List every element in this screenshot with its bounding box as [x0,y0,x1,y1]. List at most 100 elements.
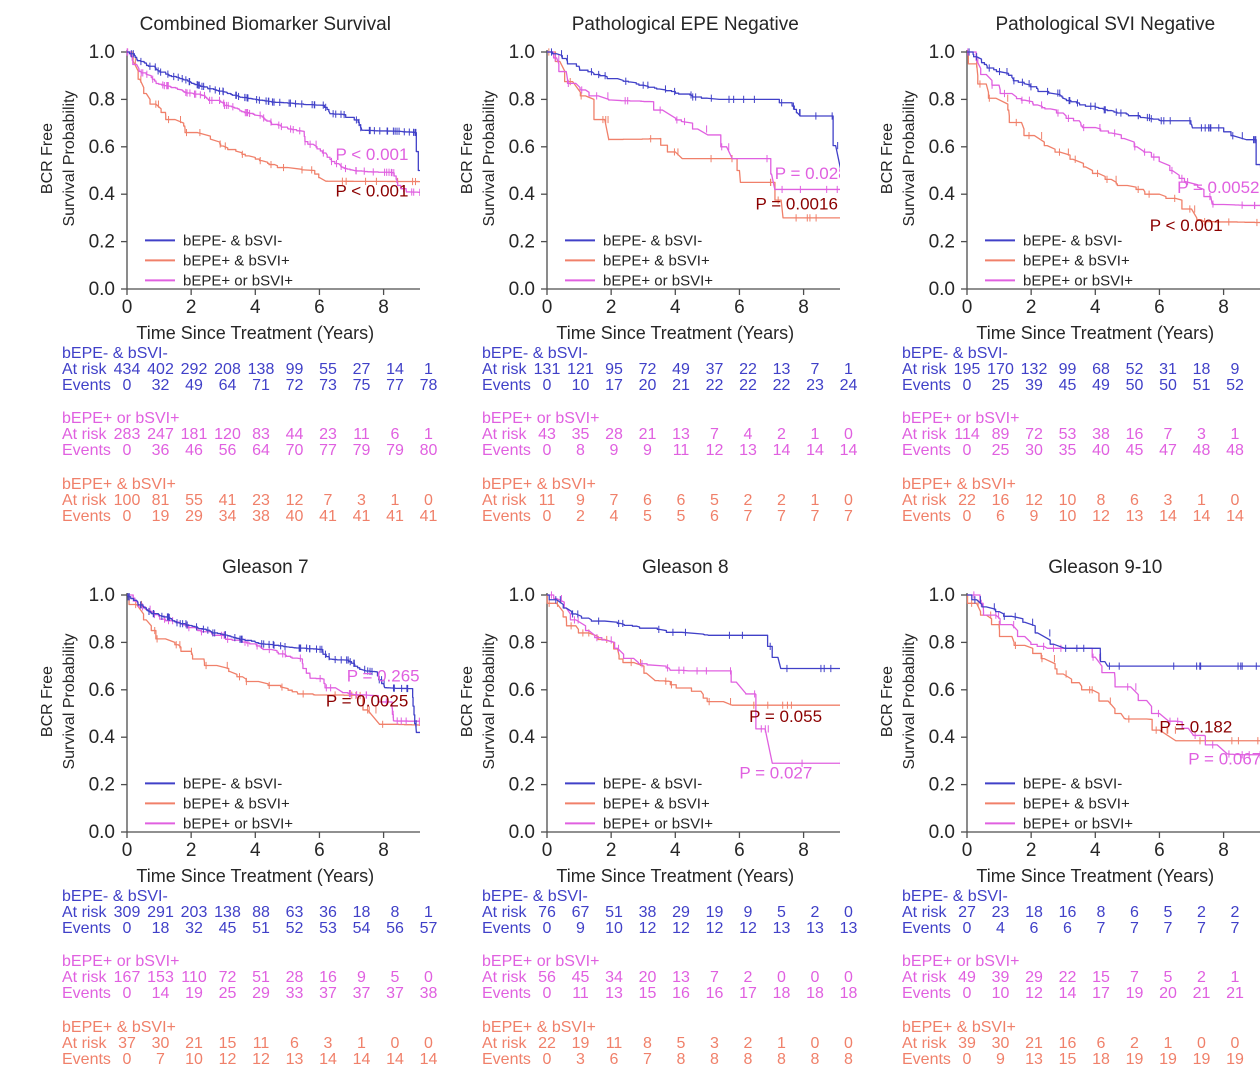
svg-text:0: 0 [542,840,553,861]
svg-text:Gleason 9-10: Gleason 9-10 [1048,557,1162,578]
svg-text:0.2: 0.2 [89,775,115,796]
svg-text:1.0: 1.0 [929,585,955,606]
svg-text:0.8: 0.8 [89,632,115,653]
svg-text:0: 0 [122,840,133,861]
svg-text:0: 0 [962,840,973,861]
svg-text:bEPE+ or bSVI+: bEPE+ or bSVI+ [1023,815,1133,832]
svg-text:4: 4 [250,840,261,861]
svg-text:6: 6 [734,840,745,861]
svg-text:Gleason 8: Gleason 8 [642,557,729,578]
svg-text:2: 2 [606,840,617,861]
svg-text:0.4: 0.4 [929,727,956,748]
svg-text:0.0: 0.0 [929,279,955,300]
svg-text:0: 0 [962,297,973,318]
svg-text:0.4: 0.4 [509,727,536,748]
svg-text:0: 0 [542,297,553,318]
svg-text:bEPE+ & bSVI+: bEPE+ & bSVI+ [1023,795,1130,812]
svg-text:8: 8 [1218,297,1229,318]
svg-text:Survival Probability: Survival Probability [901,633,918,769]
svg-text:4: 4 [250,297,261,318]
svg-text:bEPE+ & bSVI+: bEPE+ & bSVI+ [183,252,290,269]
svg-text:Survival Probability: Survival Probability [901,90,918,226]
svg-text:P < 0.001: P < 0.001 [336,145,409,164]
svg-text:bEPE+ or bSVI+: bEPE+ or bSVI+ [603,272,713,289]
svg-text:BCR Free: BCR Free [39,666,56,737]
svg-text:Combined Biomarker Survival: Combined Biomarker Survival [140,14,391,35]
svg-text:0.6: 0.6 [929,680,955,701]
svg-text:P = 0.0016: P = 0.0016 [756,195,838,214]
svg-text:Pathological SVI Negative: Pathological SVI Negative [995,14,1215,35]
svg-text:P < 0.001: P < 0.001 [336,182,409,201]
svg-text:1.0: 1.0 [509,42,535,63]
svg-text:0.6: 0.6 [89,680,115,701]
svg-text:0.2: 0.2 [89,232,115,253]
svg-text:Gleason 7: Gleason 7 [222,557,309,578]
svg-text:2: 2 [1026,297,1037,318]
svg-text:0.0: 0.0 [89,279,115,300]
svg-text:0.2: 0.2 [509,232,535,253]
svg-text:Time Since Treatment (Years): Time Since Treatment (Years) [556,323,794,343]
svg-text:BCR Free: BCR Free [879,123,896,194]
svg-text:1.0: 1.0 [89,585,115,606]
svg-text:bEPE- & bSVI-: bEPE- & bSVI- [603,232,702,249]
svg-text:0.6: 0.6 [929,137,955,158]
svg-text:6: 6 [314,297,325,318]
svg-text:0.2: 0.2 [929,775,955,796]
svg-text:bEPE+ or bSVI+: bEPE+ or bSVI+ [1023,272,1133,289]
svg-text:8: 8 [798,297,809,318]
svg-text:bEPE+ or bSVI+: bEPE+ or bSVI+ [183,815,293,832]
svg-text:0.0: 0.0 [929,822,955,843]
svg-text:Survival Probability: Survival Probability [61,633,78,769]
svg-text:P = 0.0025: P = 0.0025 [326,691,408,710]
svg-text:P = 0.0052: P = 0.0052 [1177,178,1259,197]
svg-text:BCR Free: BCR Free [39,123,56,194]
svg-text:1.0: 1.0 [89,42,115,63]
svg-text:6: 6 [1154,297,1165,318]
svg-text:Time Since Treatment (Years): Time Since Treatment (Years) [136,323,374,343]
svg-text:8: 8 [1218,840,1229,861]
svg-text:8: 8 [798,840,809,861]
svg-text:0.8: 0.8 [89,89,115,110]
svg-text:4: 4 [670,840,681,861]
svg-text:bEPE+ & bSVI+: bEPE+ & bSVI+ [603,795,710,812]
svg-text:0.8: 0.8 [929,89,955,110]
svg-text:BCR Free: BCR Free [459,666,476,737]
svg-text:1.0: 1.0 [509,585,535,606]
svg-text:bEPE+ & bSVI+: bEPE+ & bSVI+ [183,795,290,812]
svg-text:2: 2 [186,840,197,861]
svg-text:P = 0.067: P = 0.067 [1188,750,1260,769]
svg-text:0: 0 [122,297,133,318]
svg-text:Survival Probability: Survival Probability [61,90,78,226]
svg-text:bEPE+ or bSVI+: bEPE+ or bSVI+ [603,815,713,832]
svg-text:6: 6 [1154,840,1165,861]
svg-text:4: 4 [670,297,681,318]
svg-text:0.0: 0.0 [509,822,535,843]
svg-text:BCR Free: BCR Free [879,666,896,737]
svg-text:0.6: 0.6 [509,137,535,158]
svg-text:0.2: 0.2 [509,775,535,796]
svg-text:0.8: 0.8 [509,632,535,653]
svg-text:0.8: 0.8 [509,89,535,110]
svg-text:8: 8 [378,840,389,861]
svg-text:P = 0.027: P = 0.027 [739,764,812,783]
svg-text:8: 8 [378,297,389,318]
svg-text:P = 0.028: P = 0.028 [775,164,840,183]
svg-text:1.0: 1.0 [929,42,955,63]
svg-text:P = 0.182: P = 0.182 [1159,718,1232,737]
svg-text:Time Since Treatment (Years): Time Since Treatment (Years) [976,323,1214,343]
svg-text:P < 0.001: P < 0.001 [1150,216,1223,235]
svg-text:bEPE- & bSVI-: bEPE- & bSVI- [1023,775,1122,792]
svg-text:2: 2 [606,297,617,318]
svg-text:0.6: 0.6 [89,137,115,158]
svg-text:0.4: 0.4 [509,184,536,205]
svg-text:P = 0.055: P = 0.055 [749,707,822,726]
svg-text:Survival Probability: Survival Probability [481,633,498,769]
svg-text:0.0: 0.0 [89,822,115,843]
svg-text:0.2: 0.2 [929,232,955,253]
svg-text:bEPE+ or bSVI+: bEPE+ or bSVI+ [183,272,293,289]
svg-text:Time Since Treatment (Years): Time Since Treatment (Years) [556,866,794,886]
svg-text:0.4: 0.4 [89,727,116,748]
svg-text:bEPE- & bSVI-: bEPE- & bSVI- [603,775,702,792]
svg-text:4: 4 [1090,840,1101,861]
svg-text:0.4: 0.4 [929,184,956,205]
